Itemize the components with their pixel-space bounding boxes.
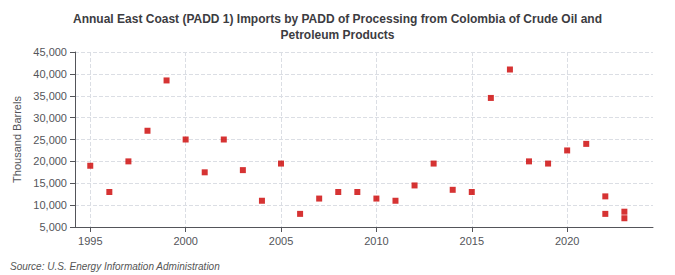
svg-text:1995: 1995 [78, 235, 102, 247]
svg-text:35,000: 35,000 [33, 90, 67, 102]
svg-text:Thousand Barrels: Thousand Barrels [11, 96, 23, 183]
svg-text:40,000: 40,000 [33, 68, 67, 80]
svg-text:2015: 2015 [460, 235, 484, 247]
svg-text:45,000: 45,000 [33, 46, 67, 58]
svg-text:Annual East Coast (PADD 1) Imp: Annual East Coast (PADD 1) Imports by PA… [73, 12, 602, 26]
svg-text:30,000: 30,000 [33, 112, 67, 124]
svg-text:10,000: 10,000 [33, 199, 67, 211]
svg-text:Petroleum Products: Petroleum Products [280, 28, 394, 42]
svg-text:5,000: 5,000 [39, 221, 67, 233]
svg-text:Source: U.S. Energy Informatio: Source: U.S. Energy Information Administ… [10, 261, 220, 272]
svg-text:2020: 2020 [555, 235, 579, 247]
svg-text:25,000: 25,000 [33, 134, 67, 146]
svg-text:2000: 2000 [173, 235, 197, 247]
svg-text:2005: 2005 [269, 235, 293, 247]
svg-text:15,000: 15,000 [33, 177, 67, 189]
svg-text:2010: 2010 [364, 235, 388, 247]
svg-text:20,000: 20,000 [33, 155, 67, 167]
